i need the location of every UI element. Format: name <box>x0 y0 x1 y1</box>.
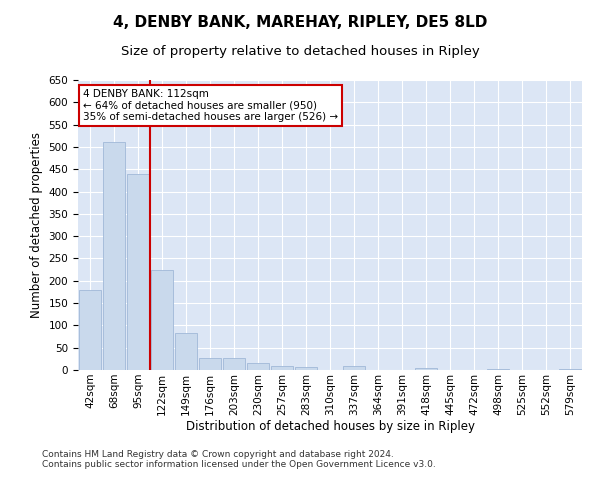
Bar <box>103 142 125 370</box>
Text: 4, DENBY BANK, MAREHAY, RIPLEY, DE5 8LD: 4, DENBY BANK, MAREHAY, RIPLEY, DE5 8LD <box>113 15 487 30</box>
Bar <box>127 174 149 370</box>
Text: Contains HM Land Registry data © Crown copyright and database right 2024.
Contai: Contains HM Land Registry data © Crown c… <box>42 450 436 469</box>
Bar <box>271 366 293 370</box>
Bar <box>247 364 269 370</box>
Bar <box>79 290 101 370</box>
Bar <box>199 358 221 370</box>
Text: 4 DENBY BANK: 112sqm
← 64% of detached houses are smaller (950)
35% of semi-deta: 4 DENBY BANK: 112sqm ← 64% of detached h… <box>83 88 338 122</box>
Y-axis label: Number of detached properties: Number of detached properties <box>30 132 43 318</box>
Text: Size of property relative to detached houses in Ripley: Size of property relative to detached ho… <box>121 45 479 58</box>
Bar <box>223 358 245 370</box>
Bar <box>343 366 365 370</box>
Bar <box>559 368 581 370</box>
Bar <box>415 368 437 370</box>
Bar <box>487 368 509 370</box>
X-axis label: Distribution of detached houses by size in Ripley: Distribution of detached houses by size … <box>185 420 475 434</box>
Bar <box>151 270 173 370</box>
Bar <box>175 333 197 370</box>
Bar <box>295 367 317 370</box>
